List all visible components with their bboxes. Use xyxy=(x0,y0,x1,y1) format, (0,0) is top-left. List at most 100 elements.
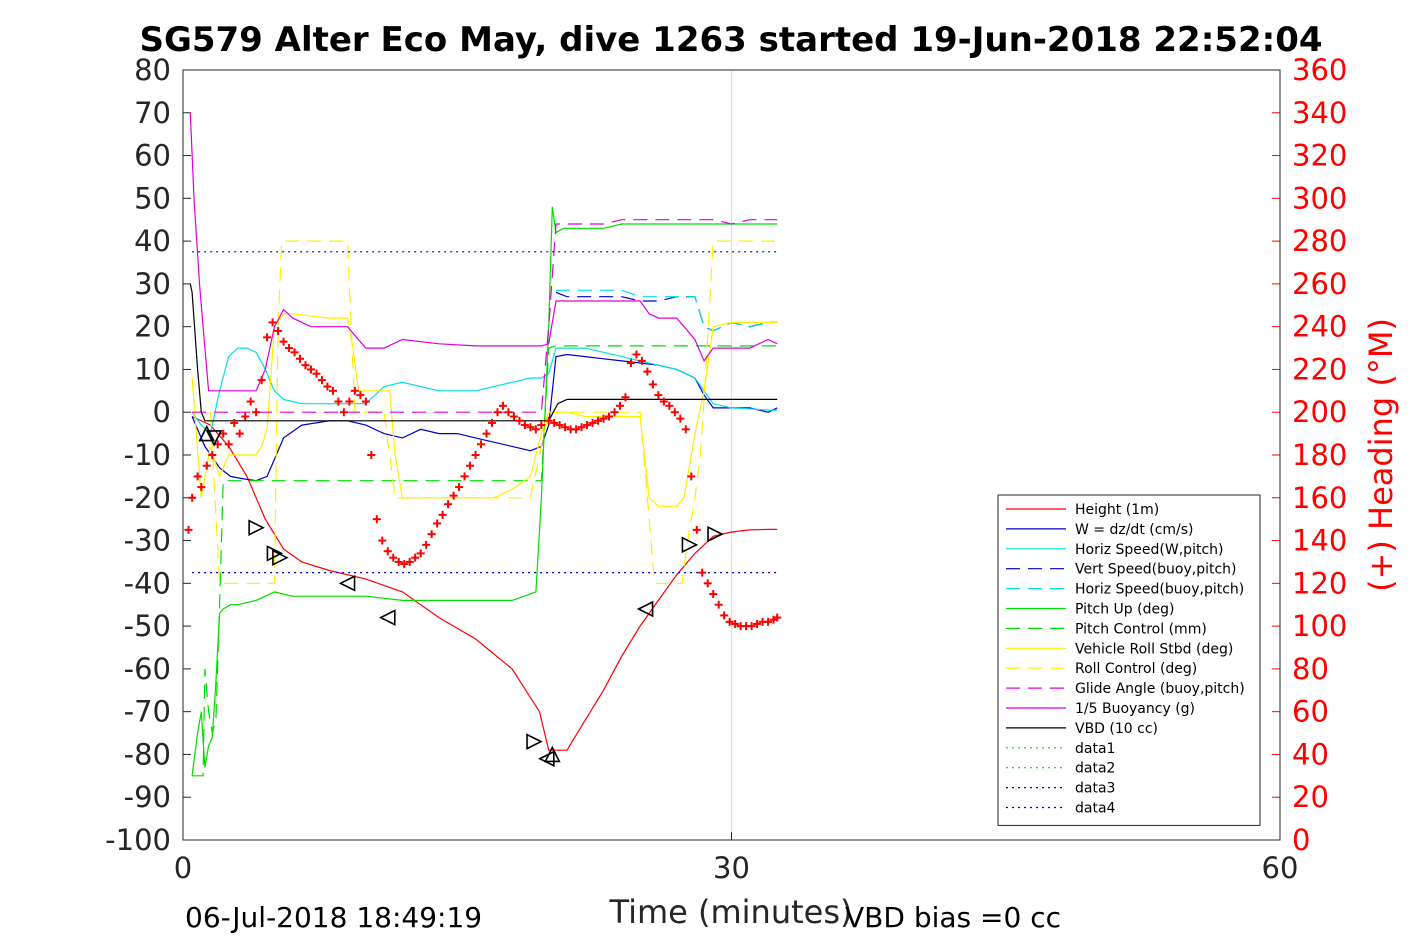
triangle-marker xyxy=(266,545,284,562)
heading-point xyxy=(632,350,641,359)
heading-point xyxy=(572,425,581,434)
y-tick-label: -30 xyxy=(124,524,171,558)
heading-point xyxy=(356,391,365,400)
legend-label: data2 xyxy=(1075,761,1115,777)
footer-vbd-bias: VBD bias =0 cc xyxy=(845,901,1061,934)
heading-point xyxy=(367,451,376,459)
triangle-marker xyxy=(526,733,543,750)
heading-point xyxy=(594,416,603,425)
legend: Height (1m) W = dz/dt (cm/s) Horiz Speed(W… xyxy=(997,494,1261,826)
series-line-2 xyxy=(191,353,778,482)
triangle-marker xyxy=(248,519,265,537)
triangle-marker xyxy=(707,525,724,543)
heading-point xyxy=(670,408,679,417)
heading-point xyxy=(422,540,431,549)
heading-point xyxy=(455,483,464,492)
y-right-tick-label: 180 xyxy=(1292,438,1347,472)
heading-point xyxy=(583,421,592,430)
y-tick-label: -20 xyxy=(124,481,171,515)
heading-point xyxy=(665,401,674,410)
heading-point xyxy=(698,568,707,577)
heading-point xyxy=(427,530,436,539)
legend-label: data1 xyxy=(1075,741,1115,757)
heading-point xyxy=(703,579,712,588)
legend-label: Pitch Up (deg) xyxy=(1075,602,1174,618)
legend-label: data4 xyxy=(1075,801,1116,817)
y-tick-label: -60 xyxy=(124,652,171,686)
y-right-tick-label: 280 xyxy=(1292,224,1347,258)
heading-point xyxy=(224,440,233,449)
y-right-tick-label: 20 xyxy=(1292,780,1329,814)
heading-point xyxy=(643,367,652,376)
heading-point xyxy=(323,382,332,391)
x-tick-label: 0 xyxy=(174,851,192,885)
heading-point xyxy=(263,333,272,342)
legend-label: Roll Control (deg) xyxy=(1075,661,1197,677)
heading-point xyxy=(477,440,486,449)
series-line-8 xyxy=(191,313,778,507)
y-right-tick-label: 160 xyxy=(1292,481,1347,515)
heading-point xyxy=(405,557,414,566)
heading-point xyxy=(197,483,206,492)
heading-point xyxy=(184,525,193,534)
heading-point xyxy=(610,408,619,417)
y-tick-label: -40 xyxy=(124,566,171,600)
heading-point xyxy=(588,418,597,427)
heading-point xyxy=(328,386,337,395)
heading-point xyxy=(389,553,398,562)
heading-point xyxy=(296,354,305,363)
heading-point xyxy=(202,461,211,470)
heading-point xyxy=(764,617,773,626)
heading-point xyxy=(659,397,668,406)
triangle-marker xyxy=(681,536,699,554)
x-axis-ticks: 0 30 60 xyxy=(174,832,1299,885)
legend-label: Height (1m) xyxy=(1075,502,1159,518)
y-tick-label: 0 xyxy=(153,395,171,429)
y-right-tick-label: 60 xyxy=(1292,695,1329,729)
heading-point xyxy=(714,600,723,609)
heading-point xyxy=(615,401,624,410)
y-right-tick-label: 120 xyxy=(1292,566,1347,600)
heading-point xyxy=(599,414,608,423)
legend-label: VBD (10 cc) xyxy=(1075,721,1158,737)
heading-point xyxy=(520,421,529,430)
triangle-marker xyxy=(338,575,356,592)
heading-point xyxy=(339,408,348,417)
y-right-tick-label: 240 xyxy=(1292,310,1347,344)
y-right-tick-label: 80 xyxy=(1292,652,1329,686)
heading-point xyxy=(509,412,518,421)
heading-point xyxy=(306,365,315,374)
y-right-tick-label: 360 xyxy=(1292,53,1347,87)
legend-box xyxy=(997,494,1261,826)
heading-point xyxy=(537,421,546,430)
heading-point xyxy=(648,380,657,389)
y-right-tick-label: 300 xyxy=(1292,181,1347,215)
heading-point xyxy=(544,416,553,425)
heading-point xyxy=(466,461,475,470)
legend-label: Horiz Speed(W,pitch) xyxy=(1075,542,1223,558)
heading-point xyxy=(279,337,288,346)
series-line-10 xyxy=(192,219,778,413)
heading-point xyxy=(504,408,513,417)
y-right-tick-label: 340 xyxy=(1292,96,1347,130)
heading-point xyxy=(709,590,718,599)
heading-point xyxy=(416,549,425,558)
heading-point xyxy=(394,557,403,566)
series-line-3 xyxy=(191,347,778,435)
heading-point xyxy=(252,408,261,417)
heading-point xyxy=(193,472,202,481)
chart-title: SG579 Alter Eco May, dive 1263 started 1… xyxy=(139,20,1322,60)
heading-point xyxy=(605,412,614,421)
heading-point xyxy=(312,369,321,378)
triangle-marker xyxy=(378,609,396,626)
x-tick-label: 60 xyxy=(1262,851,1299,885)
legend-label: Glide Angle (buoy,pitch) xyxy=(1075,681,1245,697)
heading-point xyxy=(235,429,244,438)
heading-point xyxy=(334,397,343,406)
heading-point xyxy=(482,429,491,438)
triangle-marker xyxy=(636,600,654,618)
heading-point xyxy=(515,416,524,425)
heading-point xyxy=(681,425,690,434)
y-right-tick-label: 200 xyxy=(1292,395,1347,429)
